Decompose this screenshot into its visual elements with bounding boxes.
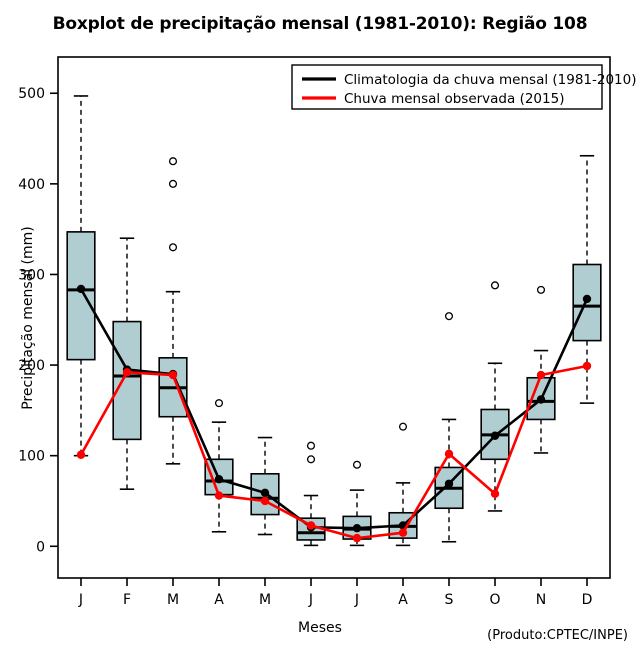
plot-frame: [57, 56, 611, 579]
boxplot-box-S-8: [434, 312, 464, 543]
y-tick-label: 500: [18, 86, 45, 102]
chart-title: Boxplot de precipitação mensal (1981-201…: [52, 14, 588, 34]
x-tick-label-3: A: [214, 592, 224, 608]
boxplot-box-N-10: [526, 285, 556, 454]
boxplot-box-J-0: [66, 95, 96, 457]
x-tick-label-2: M: [167, 592, 179, 608]
x-tick-label-1: F: [123, 592, 131, 608]
boxplot-box-M-4: [250, 436, 280, 536]
y-tick-label: 0: [36, 539, 45, 555]
series-observed: [76, 361, 592, 543]
x-tick-label-9: O: [489, 592, 500, 608]
legend: Climatologia da chuva mensal (1981-2010)…: [291, 64, 637, 110]
y-axis-title: Precipitação mensal (mm): [20, 226, 36, 410]
boxplot-box-A-3: [204, 399, 234, 533]
x-tick-label-10: N: [536, 592, 546, 608]
x-tick-label-0: J: [78, 592, 83, 608]
legend-label-1: Chuva mensal observada (2015): [344, 91, 564, 107]
x-tick-label-6: J: [354, 592, 359, 608]
y-tick-label: 300: [18, 267, 45, 283]
y-axis-ticks: 0 100 200 300 400 500: [18, 86, 58, 555]
producer-credit: (Produto:CPTEC/INPE): [487, 628, 628, 643]
boxplot-box-M-2: [158, 157, 188, 465]
series-climatology: [76, 284, 592, 533]
y-tick-label: 100: [18, 449, 45, 465]
y-tick-label: 400: [18, 177, 45, 193]
x-tick-label-5: J: [308, 592, 313, 608]
boxplot-box-F-1: [112, 237, 142, 491]
x-tick-label-4: M: [259, 592, 271, 608]
boxplot-box-D-11: [572, 100, 602, 404]
x-tick-label-8: S: [445, 592, 454, 608]
x-tick-label-7: A: [398, 592, 408, 608]
boxplot-box-J-6: [342, 460, 372, 547]
y-tick-label: 200: [18, 358, 45, 374]
x-tick-label-11: D: [582, 592, 593, 608]
boxplot-box-O-9: [480, 281, 510, 512]
x-axis-title: Meses: [298, 620, 342, 636]
legend-label-0: Climatologia da chuva mensal (1981-2010): [344, 72, 637, 88]
